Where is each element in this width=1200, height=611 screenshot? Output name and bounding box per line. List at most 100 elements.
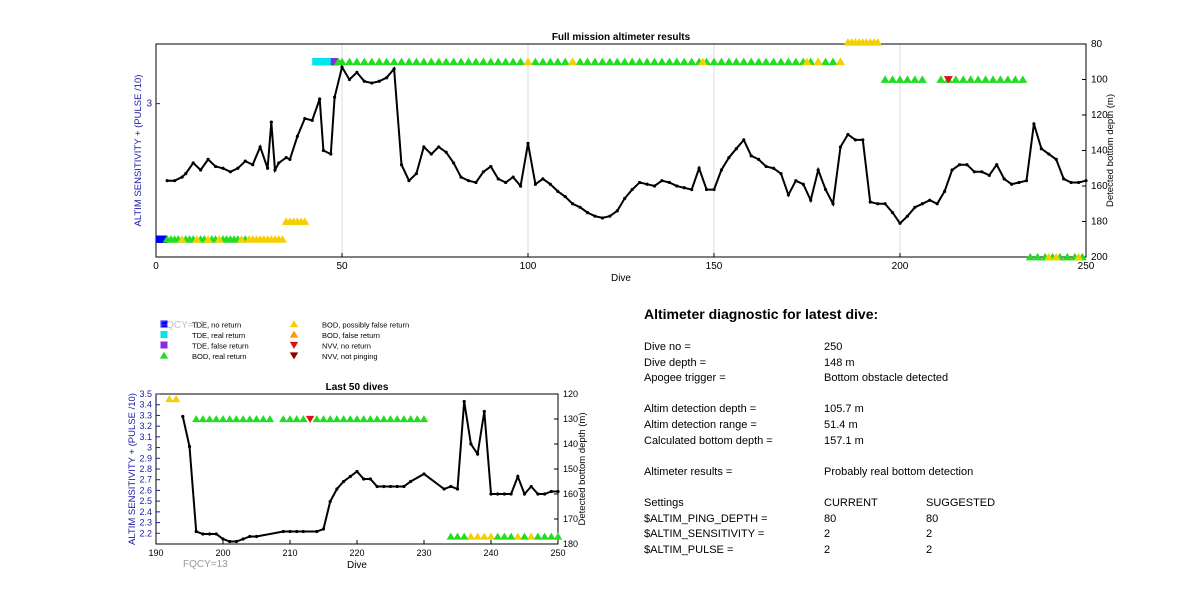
bottom-depth-point	[742, 138, 746, 142]
bottom-depth-point	[301, 529, 305, 534]
bottom-depth-point	[526, 141, 530, 145]
legend-symbol	[289, 341, 299, 349]
bottom-depth-point	[213, 164, 218, 169]
bottom-depth-point	[578, 205, 582, 209]
marker-bod-real-return	[265, 415, 275, 423]
bottom-depth-point	[593, 214, 597, 218]
bottom-depth-point	[208, 532, 212, 536]
marker-bod-real-return	[245, 415, 254, 423]
marker-bod-real-return	[731, 57, 741, 66]
legend-label: TDE, false return	[192, 342, 249, 351]
marker-bod-possibly-false-return	[192, 235, 202, 243]
marker-bod-real-return	[958, 75, 968, 83]
marker-bod-real-return	[627, 57, 637, 66]
bottom-depth-point	[258, 145, 262, 149]
y-right-tick-label: 120	[563, 389, 578, 399]
setting-suggested: 2	[926, 528, 933, 541]
marker-bod-real-return	[332, 415, 342, 423]
bottom-depth-point	[469, 442, 473, 446]
marker-bod-real-return	[917, 75, 927, 83]
y-left-tick-label: 3.2	[139, 421, 152, 431]
setting-suggested: 2	[926, 543, 933, 556]
y-left-tick-label: 3.4	[139, 400, 152, 410]
detection-depth-value: 105.7 m	[824, 403, 864, 416]
bottom-depth-point	[1069, 180, 1073, 185]
bottom-depth-point	[1084, 179, 1088, 183]
diagnostic-panel: Altimeter diagnostic for latest dive: Di…	[644, 306, 1164, 558]
marker-bod-real-return	[951, 75, 961, 83]
bottom-depth-point	[288, 529, 292, 534]
marker-bod-real-return	[664, 57, 674, 66]
bottom-depth-point	[340, 65, 344, 69]
marker-bod-real-return	[754, 57, 764, 66]
bottom-depth-point	[173, 179, 177, 183]
y-left-tick-label: 3	[146, 99, 152, 110]
y-right-tick-label: 160	[1091, 181, 1108, 192]
marker-bod-real-return	[225, 415, 234, 423]
marker-bod-real-return	[888, 75, 898, 83]
bottom-depth-point	[516, 474, 520, 479]
bottom-depth-point	[556, 489, 560, 494]
x-tick-label: 100	[520, 261, 537, 272]
marker-bod-real-return	[434, 57, 444, 66]
marker-bod-possibly-false-return	[473, 532, 482, 540]
marker-bod-real-return	[339, 415, 348, 423]
marker-bod-real-return	[966, 75, 976, 83]
y-right-tick-label: 160	[563, 489, 578, 499]
bottom-depth-point	[355, 469, 359, 474]
bottom-depth-point	[509, 492, 513, 496]
marker-bod-real-return	[367, 57, 377, 66]
marker-bod-real-return	[553, 57, 563, 66]
marker-bod-real-return	[605, 57, 615, 66]
y-left-tick-label: 3	[147, 443, 152, 453]
x-tick-label: 150	[706, 261, 723, 272]
marker-bod-real-return	[463, 57, 473, 66]
dive-depth-label: Dive depth =	[644, 356, 707, 369]
plot-frame	[155, 43, 1087, 258]
chart-full: Full mission altimeter results 0 50 100 150 2…	[133, 32, 1116, 284]
detection-range-label: Altim detection range =	[644, 418, 757, 431]
marker-bod-real-return	[538, 57, 548, 66]
legend-label: BOD, false return	[322, 331, 380, 340]
marker-bod-real-return	[516, 57, 526, 66]
bottom-depth-point	[199, 168, 203, 172]
bottom-depth-point	[234, 539, 238, 544]
marker-bod-real-return	[672, 57, 682, 66]
marker-bod-real-return	[1018, 75, 1028, 83]
bottom-depth-point	[816, 168, 820, 172]
bottom-depth-point	[295, 529, 299, 534]
marker-bod-real-return	[493, 532, 502, 540]
bottom-depth-point	[779, 171, 783, 176]
marker-bod-real-return	[880, 75, 890, 83]
marker-bod-real-return	[426, 57, 436, 66]
marker-bod-real-return	[973, 75, 983, 83]
marker-bod-possibly-false-return	[171, 395, 181, 403]
x-tick-label: 200	[215, 548, 230, 558]
marker-bod-real-return	[575, 57, 585, 66]
bottom-depth-point	[273, 168, 277, 172]
marker-bod-real-return	[238, 415, 248, 423]
bottom-depth-point	[342, 479, 346, 484]
marker-bod-possibly-false-return	[835, 57, 845, 66]
marker-bod-possibly-false-return	[513, 532, 522, 540]
bottom-depth-point	[206, 157, 210, 161]
calc-depth-row: Calculated bottom depth = 157.1 m	[644, 434, 1164, 450]
y-left-tick-label: 3.3	[139, 410, 152, 420]
marker-bod-real-return	[739, 57, 749, 66]
legend-fqcy-overlap: FQCY=13	[160, 320, 205, 331]
bottom-depth-point	[329, 152, 333, 156]
bottom-depth-point	[972, 170, 977, 174]
bottom-depth-point	[652, 184, 657, 188]
y-left-tick-label: 2.4	[139, 507, 152, 517]
x-tick-label: 230	[416, 548, 431, 558]
bottom-depth-point	[368, 477, 372, 481]
marker-bod-real-return	[761, 57, 771, 66]
marker-bod-real-return	[612, 57, 622, 66]
y-left-tick-label: 2.3	[139, 518, 152, 528]
marker-bod-real-return	[382, 57, 392, 66]
bottom-depth-point	[452, 161, 456, 165]
marker-bod-possibly-false-return	[1051, 252, 1061, 261]
legend-label: NVV, no return	[322, 342, 371, 351]
marker-bod-real-return	[359, 57, 369, 66]
